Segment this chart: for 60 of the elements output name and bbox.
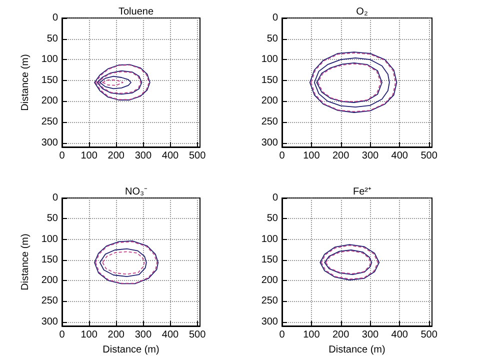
x-tick-label: 100 <box>303 150 320 162</box>
x-axis-title: Distance (m) <box>102 344 160 356</box>
x-tick-label: 200 <box>332 150 350 162</box>
y-axis-title: Distance (m) <box>20 234 31 290</box>
x-tick-label: 200 <box>108 330 125 340</box>
y-tick-label: 100 <box>41 54 58 66</box>
chart-title: O₂ <box>356 6 368 18</box>
y-tick-label: 100 <box>41 234 58 245</box>
x-tick-label: 0 <box>59 150 66 162</box>
chart-title: Fe²⁺ <box>353 186 372 198</box>
y-tick-label: 300 <box>41 316 58 328</box>
y-tick-label: 50 <box>266 33 278 44</box>
chart-title: Toluene <box>118 6 154 18</box>
chart-title: NO₃⁻ <box>124 186 148 198</box>
y-tick-label: 300 <box>41 137 58 148</box>
y-tick-label: 150 <box>41 254 58 266</box>
y-tick-label: 250 <box>41 116 58 128</box>
y-tick-label: 200 <box>261 96 278 107</box>
x-tick-label: 400 <box>162 330 180 340</box>
y-tick-label: 100 <box>261 234 278 245</box>
y-tick-label: 250 <box>41 296 58 307</box>
x-tick-label: 300 <box>134 150 152 162</box>
x-tick-label: 400 <box>391 330 408 340</box>
x-axis-title: Distance (m) <box>328 344 386 356</box>
x-tick-label: 200 <box>332 330 350 340</box>
x-tick-label: 200 <box>108 150 125 162</box>
x-tick-label: 500 <box>420 150 438 162</box>
y-tick-label: 300 <box>261 316 278 328</box>
y-tick-label: 50 <box>46 33 58 44</box>
x-tick-label: 500 <box>188 330 206 340</box>
y-tick-label: 250 <box>261 296 278 307</box>
x-tick-label: 100 <box>303 330 320 340</box>
y-tick-label: 0 <box>272 12 278 24</box>
y-tick-label: 250 <box>261 116 278 128</box>
x-tick-label: 0 <box>59 330 66 340</box>
y-tick-label: 50 <box>266 213 278 224</box>
x-tick-label: 100 <box>80 330 98 340</box>
x-tick-label: 500 <box>420 330 438 340</box>
y-tick-label: 50 <box>46 213 58 224</box>
y-tick-label: 100 <box>261 54 278 66</box>
y-axis-title: Distance (m) <box>20 54 31 111</box>
x-tick-label: 300 <box>134 330 152 340</box>
y-tick-label: 200 <box>41 275 58 286</box>
x-tick-label: 0 <box>279 330 286 340</box>
x-tick-label: 300 <box>362 330 380 340</box>
y-tick-label: 150 <box>261 74 278 86</box>
x-tick-label: 400 <box>162 150 180 162</box>
y-tick-label: 0 <box>52 192 58 204</box>
y-tick-label: 300 <box>261 137 278 148</box>
y-tick-label: 0 <box>52 12 58 24</box>
x-tick-label: 400 <box>391 150 408 162</box>
x-tick-label: 100 <box>80 150 98 162</box>
y-tick-label: 0 <box>272 192 278 204</box>
y-tick-label: 150 <box>261 254 278 266</box>
x-tick-label: 0 <box>279 150 286 162</box>
y-tick-label: 200 <box>261 275 278 286</box>
y-tick-label: 150 <box>41 74 58 86</box>
y-tick-label: 200 <box>41 96 58 107</box>
x-tick-label: 500 <box>188 150 206 162</box>
x-tick-label: 300 <box>362 150 380 162</box>
